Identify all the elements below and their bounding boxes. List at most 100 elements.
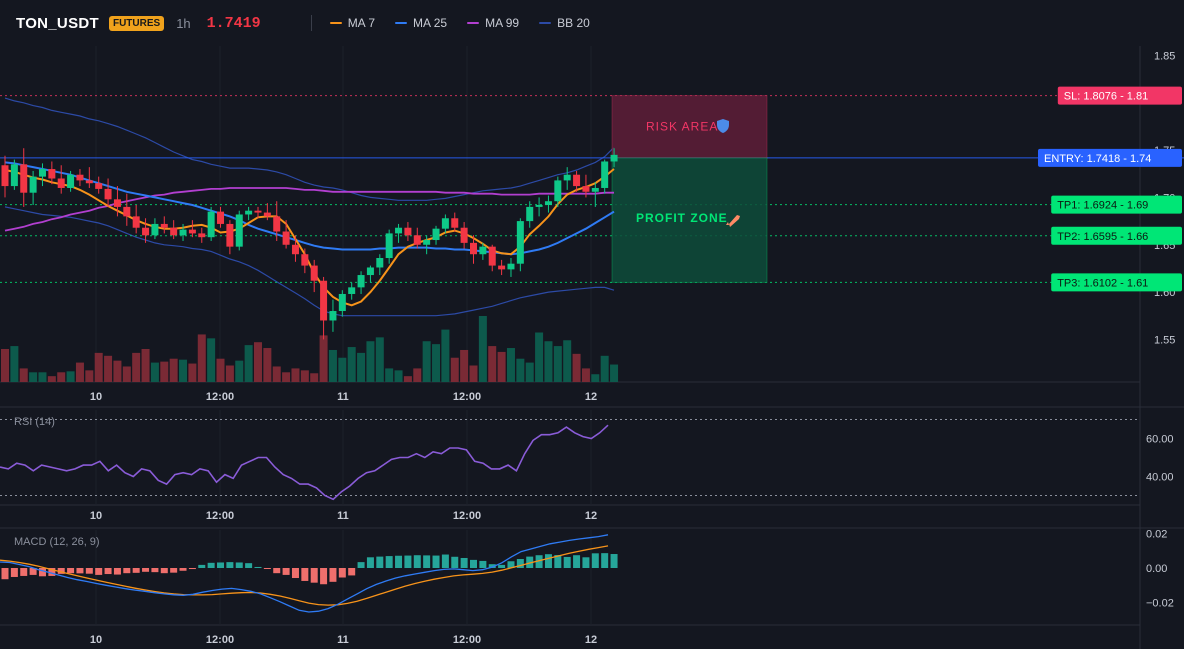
candle-body [432,228,440,241]
candle-body [95,183,103,189]
macd-histogram-bar [29,568,37,575]
profit-zone-label: PROFIT ZONE [636,211,728,225]
legend-label: MA 7 [347,16,376,30]
candle-body [179,229,187,236]
candle-body [376,258,384,268]
volume-bar [300,370,309,382]
volume-bar [413,368,422,382]
candle-body [207,211,215,238]
macd-histogram-bar [301,568,309,581]
macd-histogram-bar [460,557,468,568]
volume-bar [225,365,234,382]
candle-body [488,246,496,266]
volume-bar [572,353,581,382]
time-axis-label: 12 [585,391,597,403]
candle-body [582,186,590,192]
volume-bar [403,376,412,382]
macd-title: MACD (12, 26, 9) [14,536,100,548]
candle-body [470,242,477,255]
candle-body [413,235,421,245]
candle-body [151,223,159,236]
candle-body [76,174,84,181]
macd-histogram-bar [601,553,609,568]
candle-body [245,210,253,215]
candle-body [385,233,393,259]
macd-histogram-bar [76,568,84,574]
volume-bar [488,346,497,382]
macd-histogram-bar [526,556,534,568]
candle-body [451,218,459,228]
macd-histogram-bar [160,568,168,574]
bb-upper-line [4,97,615,201]
volume-bar [422,341,431,382]
macd-histogram-bar [498,564,506,568]
volume-bar [450,357,459,382]
candle-body [348,287,356,294]
volume-bar [132,352,141,382]
legend-bb20[interactable]: BB 20 [539,16,590,30]
candle-body [67,174,75,188]
time-axis-label: 12:00 [453,510,481,522]
volume-bar [441,329,450,382]
macd-histogram-bar [48,568,56,576]
candle-body [170,227,178,236]
legend-ma25[interactable]: MA 25 [395,16,447,30]
trade-level-label: SL: 1.8076 - 1.81 [1064,91,1148,103]
volume-bar [160,361,169,382]
candle-body [544,201,552,206]
macd-histogram-bar [254,566,262,568]
candle-body [254,210,262,213]
candle-body [198,233,206,238]
rsi-tick-label: 60.00 [1146,434,1174,446]
candle-body [320,280,328,321]
candle-body [366,267,374,276]
macd-histogram-bar [188,568,196,570]
macd-histogram-bar [320,568,328,585]
macd-histogram-bar [104,568,112,575]
time-axis-label: 10 [90,634,102,646]
volume-bar [1,349,9,382]
header-divider [310,15,312,31]
macd-histogram-bar [423,555,431,568]
volume-bar [553,346,562,382]
volume-bar [610,364,619,382]
volume-bar [263,348,272,382]
volume-bar [525,362,534,382]
candle-body [188,229,196,234]
volume-bar [544,341,553,382]
candle-body [235,214,243,247]
legend-ma7[interactable]: MA 7 [329,16,376,30]
candle-body [329,311,337,321]
timeframe-label[interactable]: 1h [176,15,191,31]
macd-histogram-bar [544,554,552,568]
volume-bar [38,372,47,382]
macd-tick-label: 0.02 [1146,528,1167,540]
macd-histogram-bar [123,568,131,574]
candle-body [310,265,318,281]
macd-histogram-bar [95,568,103,575]
symbol-name[interactable]: TON_USDT [16,14,99,32]
macd-histogram-bar [395,555,403,568]
volume-bar [516,358,525,382]
time-axis-label: 10 [90,510,102,522]
rsi-tick-label: 40.00 [1146,472,1174,484]
time-axis-label: 10 [90,391,102,403]
candle-body [591,187,599,192]
rocket-icon [726,215,740,227]
volume-bar [57,372,66,382]
candle-body [113,199,121,207]
volume-bar [272,366,281,382]
legend-ma99[interactable]: MA 99 [467,16,519,30]
volume-bar [94,352,103,382]
volume-bar [310,373,319,382]
candle-body [498,265,506,270]
macd-histogram-bar [535,555,543,568]
candle-body [282,231,290,245]
time-axis-label: 12:00 [453,634,481,646]
candle-body [226,223,234,247]
candle-body [104,188,112,200]
volume-bar [169,358,178,382]
macd-histogram-bar [404,555,412,568]
macd-signal-line [0,545,609,606]
